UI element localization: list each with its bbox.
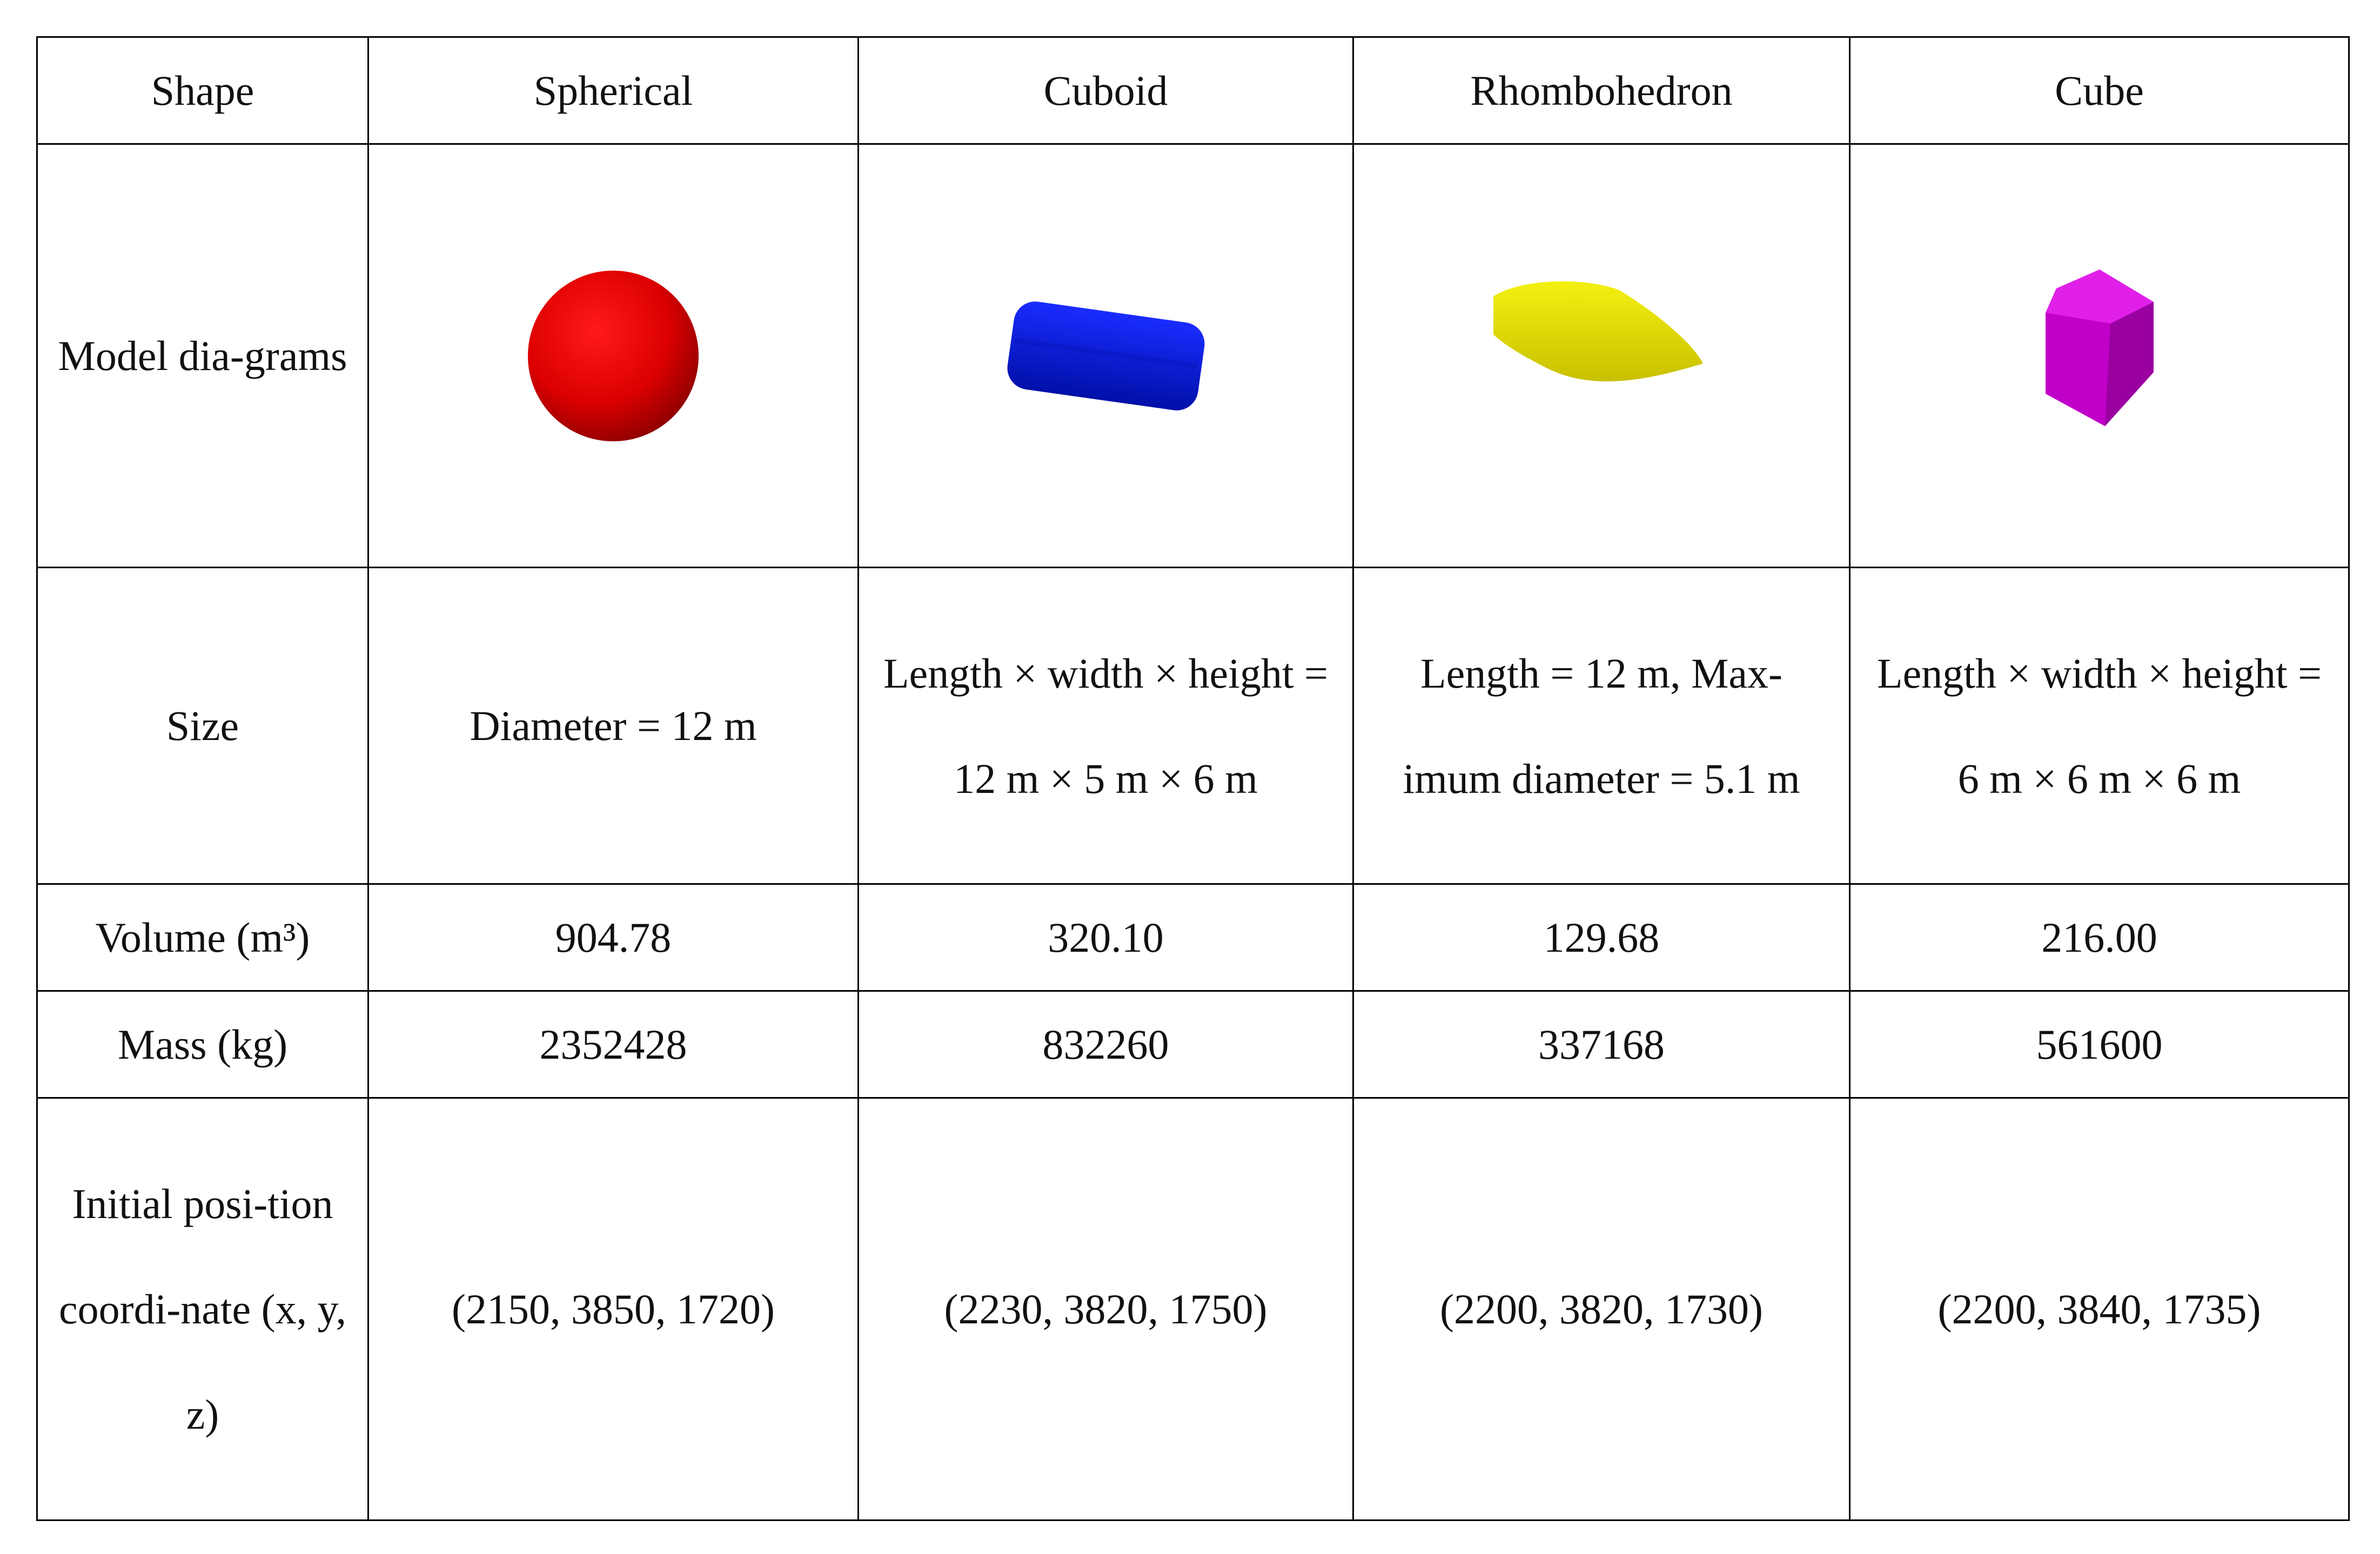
model-diagram — [1493, 281, 1704, 381]
table-row: Mass (kg) 2352428 832260 337168 561600 — [36, 990, 2350, 1099]
header-row: Shape Spherical Cuboid Rhombohedron Cube — [36, 36, 2350, 145]
model-cell — [1352, 143, 1851, 568]
cell: 337168 — [1352, 990, 1851, 1099]
model-cell — [367, 143, 859, 568]
table-row: Volume (m³) 904.78 320.10 129.68 216.00 — [36, 883, 2350, 992]
cell: 561600 — [1849, 990, 2350, 1099]
cell: 320.10 — [857, 883, 1354, 992]
cell: (2200, 3840, 1735) — [1849, 1097, 2350, 1521]
cell: (2200, 3820, 1730) — [1352, 1097, 1851, 1521]
model-cell — [1849, 143, 2350, 568]
cell: Diameter = 12 m — [367, 567, 859, 885]
table-row: Initial posi-tion coordi-nate (x, y, z)(… — [36, 1097, 2350, 1521]
cell: Length = 12 m, Max-imum diameter = 5.1 m — [1352, 567, 1851, 885]
header-cell: Rhombohedron — [1352, 36, 1851, 145]
row-label: Model dia-grams — [36, 143, 369, 568]
model-diagram — [1007, 301, 1205, 411]
table-row: Size Diameter = 12 m Length × width × heig… — [36, 567, 2350, 885]
cell: 2352428 — [367, 990, 859, 1099]
cell: 832260 — [857, 990, 1354, 1099]
row-label: Mass (kg) — [36, 990, 369, 1099]
shape-table: Shape Spherical Cuboid Rhombohedron Cube Mode… — [36, 36, 2350, 1521]
table-row: Model dia-grams — [36, 143, 2350, 568]
header-cell: Cuboid — [857, 36, 1354, 145]
header-cell: Cube — [1849, 36, 2350, 145]
cell: 129.68 — [1352, 883, 1851, 992]
model-diagram — [2045, 269, 2154, 426]
header-cell: Shape — [36, 36, 369, 145]
model-diagram — [528, 270, 699, 441]
cell: (2230, 3820, 1750) — [857, 1097, 1354, 1521]
row-label: Volume (m³) — [36, 883, 369, 992]
model-cell — [857, 143, 1354, 568]
cell: 904.78 — [367, 883, 859, 992]
cell: Length × width × height = 12 m × 5 m × 6… — [857, 567, 1354, 885]
header-cell: Spherical — [367, 36, 859, 145]
cell: Length × width × height = 6 m × 6 m × 6 … — [1849, 567, 2350, 885]
row-label: Size — [36, 567, 369, 885]
row-label: Initial posi-tion coordi-nate (x, y, z) — [36, 1097, 369, 1521]
cell: (2150, 3850, 1720) — [367, 1097, 859, 1521]
cell: 216.00 — [1849, 883, 2350, 992]
